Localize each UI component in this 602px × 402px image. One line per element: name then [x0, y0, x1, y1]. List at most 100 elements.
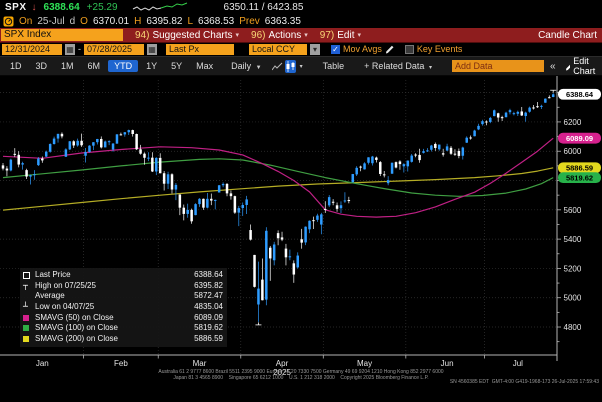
- chevron-down-icon[interactable]: ▾: [310, 43, 320, 55]
- menu-item-actions[interactable]: 96) Actions ▾: [251, 29, 308, 41]
- range-button-1m[interactable]: 1M: [61, 61, 74, 71]
- chart-toolbar: 1D 3D 1M 6M YTD 1Y 5Y Max Daily ▼ ▾ Table + Rel…: [0, 56, 602, 76]
- chevron-down-icon: ▾: [235, 32, 240, 39]
- axis-price-badge: [558, 132, 601, 144]
- chevron-down-icon: ▼: [255, 65, 262, 71]
- command-bar: SPX Index 94) Suggested Charts ▾ 96) Actions…: [0, 28, 602, 43]
- edit-chart-button[interactable]: Edit Chart: [562, 56, 602, 76]
- y-axis-label: 5600: [564, 206, 582, 215]
- legend-row: SMAVG (200) on Close 5886.59: [23, 334, 223, 345]
- chevron-down-icon: ▾: [304, 32, 308, 39]
- key-events-checkbox[interactable]: [404, 44, 414, 54]
- intraday-sparkline-icon: [132, 2, 187, 11]
- legend-row: SMAVG (100) on Close 5819.62: [23, 323, 223, 334]
- open-label: O: [80, 15, 88, 27]
- svg-text:6388.64: 6388.64: [566, 90, 594, 99]
- range-button-3d[interactable]: 3D: [35, 61, 48, 71]
- y-axis-label: 5000: [564, 294, 582, 303]
- sma-line: [2, 137, 554, 218]
- range-button-5y[interactable]: 5Y: [171, 61, 183, 71]
- svg-text:6089.09: 6089.09: [566, 134, 593, 143]
- mov-avgs-label[interactable]: Mov Avgs: [343, 44, 382, 54]
- table-button[interactable]: Table: [322, 61, 345, 71]
- svg-text:5819.62: 5819.62: [566, 173, 593, 182]
- y-axis-label: 5400: [564, 235, 582, 244]
- range-button-ytd[interactable]: YTD: [108, 60, 139, 72]
- x-axis-label: Feb: [114, 359, 128, 368]
- calendar-icon[interactable]: ▦: [65, 43, 75, 55]
- chart-type-title: Candle Chart: [538, 29, 597, 41]
- date-range-dash: -: [78, 44, 81, 54]
- filter-bar: 12/31/2024 ▦ - 07/28/2025 ▦ Last Px Loca…: [0, 42, 602, 56]
- on-label: On: [19, 15, 33, 27]
- quote-bar: SPX ↓ 6388.64 +25.29 6350.11 / 6423.85: [0, 0, 602, 14]
- footer-contacts-line2: Japan 81 3 4565 8900 Singapore 65 6212 1…: [173, 374, 429, 381]
- price-change: +25.29: [86, 1, 118, 13]
- prev-value: 6363.35: [264, 15, 301, 27]
- chart-legend: Last Price 6388.64 ┬ High on 07/25/25 6395.8…: [20, 268, 227, 348]
- prev-label: Prev: [239, 15, 260, 27]
- footer-contacts-line1: Australia 61 2 9777 8600 Brazil 5511 239…: [158, 369, 444, 375]
- currency-select[interactable]: Local CCY: [249, 43, 307, 55]
- day-range: 6350.11 / 6423.85: [223, 1, 304, 13]
- legend-marker-icon: ┬: [23, 280, 28, 290]
- session-flag: d: [69, 15, 76, 27]
- x-axis-label: Jan: [36, 359, 49, 368]
- related-data-button[interactable]: + Related Data ▾: [358, 60, 440, 72]
- y-axis-label: 6000: [564, 147, 582, 156]
- date-from-input[interactable]: 12/31/2024: [2, 43, 62, 55]
- menu-item-suggested-charts[interactable]: 94) Suggested Charts ▾: [135, 29, 240, 41]
- svg-text:5886.59: 5886.59: [566, 164, 593, 173]
- range-button-group: 1D 3D 1M 6M YTD 1Y 5Y Max: [4, 60, 219, 72]
- alert-clock-icon[interactable]: [3, 16, 14, 27]
- add-data-input[interactable]: [451, 60, 544, 72]
- x-axis-label: Mar: [193, 359, 207, 368]
- x-axis-label: Apr: [276, 359, 289, 368]
- footer-session-info: SN 4560385 EDT GMT-4:00 G419-1968-173 26…: [449, 379, 599, 385]
- menu-group: 94) Suggested Charts ▾ 96) Actions ▾ 97) Edit ▾: [123, 30, 361, 41]
- security-input[interactable]: SPX Index: [1, 29, 123, 41]
- mov-avgs-checkbox[interactable]: ✓: [331, 44, 340, 54]
- range-button-max[interactable]: Max: [196, 61, 214, 71]
- candle-chart[interactable]: 4800 5000 5200 5400 5600 6000 6200 Jan Feb Mar Apr…: [0, 74, 602, 392]
- ohlc-bar: On 25-Jul d O 6370.01 H 6395.82 L 6368.5…: [0, 14, 602, 28]
- calendar-icon[interactable]: ▦: [147, 43, 157, 55]
- legend-marker-icon: [23, 335, 35, 342]
- candle-chart-icon[interactable]: [284, 59, 296, 73]
- price-field-input[interactable]: Last Px: [166, 43, 234, 55]
- menu-item-edit[interactable]: 97) Edit ▾: [319, 29, 361, 41]
- last-price: 6388.64: [43, 1, 80, 13]
- legend-marker-icon: [23, 325, 35, 332]
- chart-type-dropdown-icon[interactable]: ▾: [299, 63, 303, 70]
- range-button-6m[interactable]: 6M: [87, 61, 101, 71]
- legend-marker-icon: [23, 271, 35, 279]
- period-label: Daily: [231, 61, 252, 71]
- range-button-1d[interactable]: 1D: [10, 61, 22, 71]
- legend-marker-icon: ┴: [23, 302, 28, 312]
- date-to-input[interactable]: 07/28/2025: [84, 43, 144, 55]
- terminal-footer: Australia 61 2 9777 8600 Brazil 5511 239…: [0, 369, 602, 384]
- y-axis-label: 6200: [564, 118, 582, 127]
- line-chart-icon[interactable]: [271, 60, 283, 73]
- high-label: H: [134, 15, 142, 27]
- key-events-label[interactable]: Key Events: [416, 44, 463, 54]
- related-data-label: + Related Data: [364, 61, 425, 71]
- pencil-icon[interactable]: [385, 45, 394, 54]
- legend-row: Average 5872.47: [35, 291, 223, 301]
- period-select[interactable]: Daily ▼: [225, 60, 269, 72]
- pencil-icon: [565, 63, 571, 70]
- low-value: 6368.53: [198, 15, 235, 27]
- ticker-symbol: SPX: [5, 1, 27, 13]
- edit-chart-label: Edit Chart: [573, 56, 596, 76]
- sma-line: [2, 167, 554, 211]
- collapse-panel-button[interactable]: «: [549, 60, 556, 72]
- price-down-arrow-icon: ↓: [31, 1, 37, 13]
- y-axis-label: 5200: [564, 264, 582, 273]
- chevron-down-icon: ▾: [357, 32, 361, 39]
- range-button-1y[interactable]: 1Y: [146, 61, 158, 71]
- high-value: 6395.82: [146, 15, 183, 27]
- sma-line: [2, 158, 554, 197]
- legend-row: Last Price 6388.64: [23, 270, 223, 281]
- quote-date: 25-Jul: [37, 15, 65, 27]
